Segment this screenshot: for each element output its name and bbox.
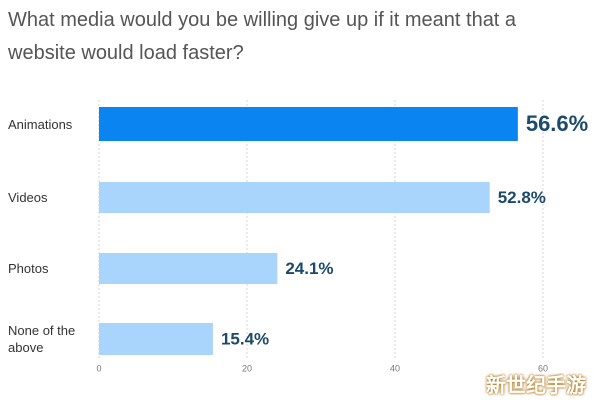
category-label: Photos [8, 261, 49, 276]
bar [99, 182, 490, 213]
x-tick-label: 0 [96, 363, 101, 373]
bar [99, 107, 518, 141]
value-label: 15.4% [221, 329, 269, 348]
category-label: Animations [8, 116, 73, 132]
value-label: 52.8% [498, 188, 546, 207]
bar [99, 323, 213, 355]
watermark: 新世纪手游 [486, 375, 586, 397]
value-label: 24.1% [285, 259, 333, 278]
chart-title: What media would you be willing give up … [8, 9, 517, 64]
category-label: Videos [8, 190, 48, 205]
bar [99, 253, 278, 284]
x-tick-label: 60 [538, 363, 548, 373]
x-tick-label: 20 [242, 363, 252, 373]
x-tick-label: 40 [390, 363, 400, 373]
category-label: None of the above [8, 323, 76, 355]
value-label: 56.6% [526, 111, 588, 136]
